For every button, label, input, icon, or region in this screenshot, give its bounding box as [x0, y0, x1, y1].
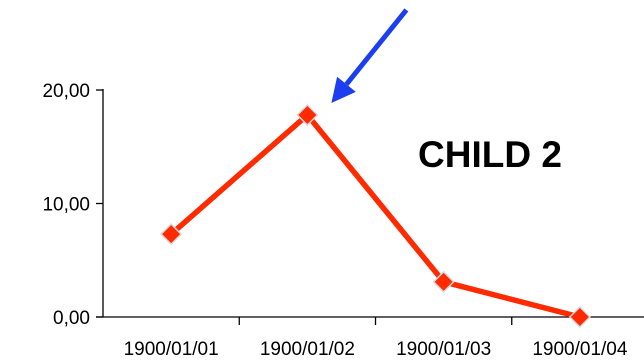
data-point-marker	[296, 103, 319, 127]
data-point-marker	[432, 270, 455, 293]
x-tick-label: 1900/01/02	[260, 339, 355, 360]
data-point-marker	[568, 305, 591, 329]
arrow-shaft	[344, 8, 409, 86]
series-group	[160, 103, 591, 329]
chart-axes	[96, 89, 644, 318]
x-tick-label: 1900/01/03	[396, 339, 491, 360]
y-tick-label: 0,00	[53, 308, 90, 329]
data-point-marker	[160, 223, 183, 246]
annotations-group: CHILD 2	[418, 134, 562, 175]
series-line	[169, 112, 581, 320]
x-axis-ticks: 1900/01/01 1900/01/02 1900/01/03 1900/01/04	[124, 317, 628, 360]
arrow-head	[331, 76, 356, 103]
y-axis-ticks: 0,00 10,00 20,00	[42, 81, 103, 329]
y-tick-label: 20,00	[42, 81, 90, 102]
x-tick-label: 1900/01/01	[124, 339, 219, 360]
x-tick-label: 1900/01/04	[532, 339, 628, 360]
y-tick-label: 10,00	[42, 195, 90, 216]
blue-arrow-icon	[331, 8, 409, 103]
chart-annotation-child-2: CHILD 2	[418, 134, 562, 175]
